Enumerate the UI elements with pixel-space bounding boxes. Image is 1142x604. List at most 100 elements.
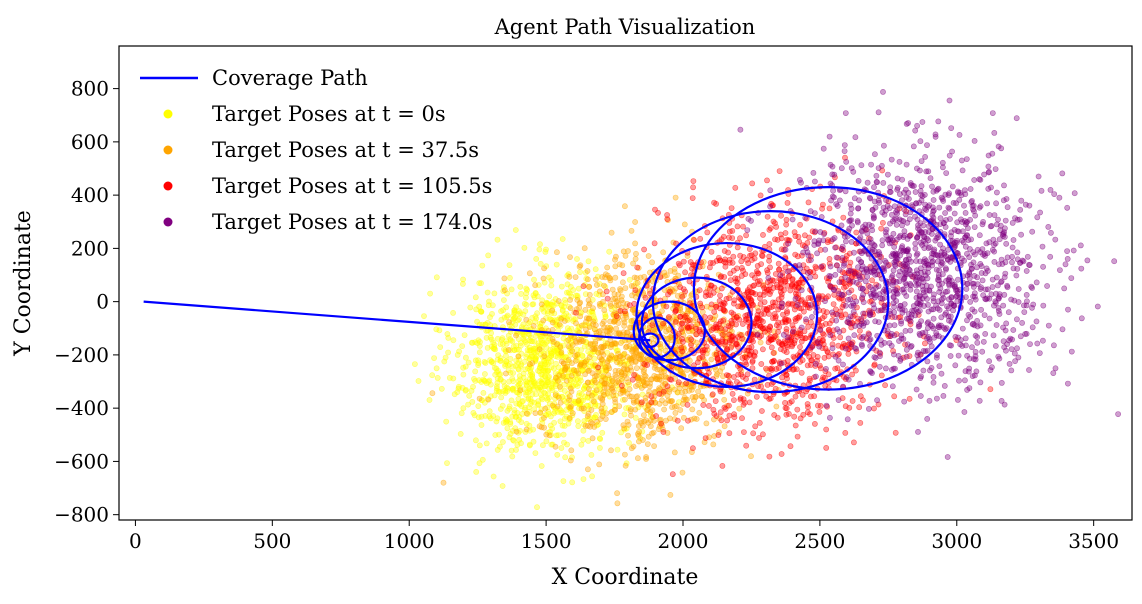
data-point xyxy=(1013,272,1020,279)
data-point xyxy=(1016,216,1023,223)
data-point xyxy=(921,191,928,198)
data-point xyxy=(836,279,843,285)
data-point xyxy=(778,451,785,457)
data-point xyxy=(926,397,933,404)
data-point xyxy=(1008,346,1015,352)
data-point xyxy=(1012,215,1018,221)
data-point xyxy=(849,398,856,404)
data-point xyxy=(766,226,773,233)
data-point xyxy=(924,142,930,148)
data-point xyxy=(766,241,773,247)
data-point xyxy=(569,348,576,354)
data-point xyxy=(540,442,546,449)
data-point xyxy=(989,364,995,371)
data-point xyxy=(943,217,949,223)
data-point xyxy=(679,348,686,355)
data-point xyxy=(912,213,918,220)
data-point xyxy=(575,397,582,404)
data-point xyxy=(993,274,1000,281)
data-point xyxy=(939,271,946,278)
data-point xyxy=(472,294,479,301)
data-point xyxy=(628,406,634,412)
data-point xyxy=(775,260,782,267)
data-point xyxy=(510,363,516,370)
data-point xyxy=(897,302,904,309)
data-point xyxy=(527,379,534,386)
data-point xyxy=(1004,204,1011,211)
data-point xyxy=(500,307,506,314)
data-point xyxy=(737,395,744,401)
data-point xyxy=(469,398,476,405)
data-point xyxy=(771,310,778,317)
data-point xyxy=(702,435,709,441)
data-point xyxy=(588,451,595,458)
data-point xyxy=(1009,244,1016,251)
data-point xyxy=(660,388,667,395)
data-point xyxy=(1010,237,1017,243)
data-point xyxy=(451,391,458,398)
data-point xyxy=(743,232,749,239)
data-point xyxy=(836,267,843,273)
data-point xyxy=(666,314,672,320)
data-point xyxy=(832,365,839,372)
data-point xyxy=(536,346,543,353)
data-point xyxy=(769,365,775,372)
data-point xyxy=(829,171,836,178)
data-point xyxy=(542,412,549,418)
data-point xyxy=(942,210,948,216)
data-point xyxy=(741,429,747,435)
data-point xyxy=(949,183,956,190)
data-point xyxy=(934,395,940,402)
data-point xyxy=(898,335,905,342)
data-point xyxy=(572,274,579,280)
data-point xyxy=(651,443,657,449)
data-point xyxy=(858,259,864,265)
data-point xyxy=(803,245,810,252)
data-point xyxy=(708,356,715,363)
data-point xyxy=(1014,316,1020,323)
data-point xyxy=(804,362,811,369)
data-point xyxy=(564,281,571,288)
data-point xyxy=(531,294,538,301)
x-tick-label: 2000 xyxy=(658,529,709,553)
data-point xyxy=(592,414,599,421)
data-point xyxy=(941,382,948,389)
data-point xyxy=(574,256,580,262)
data-point xyxy=(980,338,987,345)
data-point xyxy=(823,365,829,372)
data-point xyxy=(831,287,838,293)
data-point xyxy=(631,372,637,378)
data-point xyxy=(938,370,945,377)
data-point xyxy=(917,138,924,145)
data-point xyxy=(501,287,508,294)
data-point xyxy=(772,385,779,392)
data-point xyxy=(891,261,898,268)
x-axis-label: X Coordinate xyxy=(552,565,699,590)
data-point xyxy=(1027,341,1033,347)
data-point xyxy=(852,134,859,141)
data-point xyxy=(829,309,836,316)
data-point xyxy=(757,192,764,199)
data-point xyxy=(784,301,791,308)
data-point xyxy=(493,418,500,425)
data-point xyxy=(478,280,484,287)
data-point xyxy=(917,375,924,381)
data-point xyxy=(775,328,781,335)
data-point xyxy=(557,344,564,350)
data-point xyxy=(593,387,600,394)
data-point xyxy=(778,212,784,219)
data-point xyxy=(553,261,560,268)
data-point xyxy=(976,232,983,239)
data-point xyxy=(569,410,576,416)
data-point xyxy=(600,373,607,380)
data-point xyxy=(912,240,919,247)
data-point xyxy=(620,248,627,255)
data-point xyxy=(561,439,567,446)
data-point xyxy=(776,168,783,174)
data-point xyxy=(746,284,753,291)
data-point xyxy=(959,325,966,332)
data-point xyxy=(529,360,536,366)
data-point xyxy=(659,397,665,404)
data-point xyxy=(871,305,877,312)
data-point xyxy=(900,266,906,273)
